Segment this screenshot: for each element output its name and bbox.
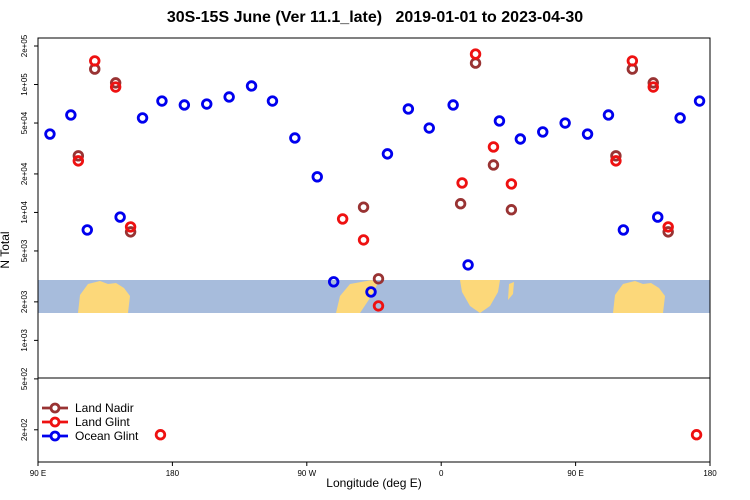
- point: [454, 198, 467, 210]
- point: [44, 128, 56, 140]
- y-tick-label: 5e+04: [20, 111, 29, 134]
- point: [81, 224, 93, 236]
- point: [514, 133, 527, 145]
- x-tick-label: 180: [166, 469, 180, 478]
- point: [617, 224, 630, 236]
- point: [487, 159, 500, 171]
- africa: [460, 280, 500, 313]
- y-tick-label: 2e+04: [20, 162, 29, 185]
- point: [201, 98, 213, 110]
- point: [245, 80, 258, 92]
- y-tick-label: 1e+04: [20, 201, 29, 224]
- point: [109, 81, 122, 93]
- point: [505, 178, 518, 190]
- point: [311, 171, 323, 183]
- point: [178, 99, 191, 111]
- legend-label: Land Nadir: [75, 401, 134, 415]
- legend-marker: [49, 430, 61, 442]
- x-axis-title: Longitude (deg E): [326, 476, 421, 490]
- point: [602, 109, 615, 121]
- y-tick-label: 2e+03: [20, 290, 29, 313]
- x-tick-label: 0: [439, 469, 444, 478]
- legend-marker: [49, 416, 61, 428]
- point: [537, 126, 549, 138]
- point: [65, 109, 77, 121]
- point: [647, 77, 659, 89]
- legend-label: Ocean Glint: [75, 429, 139, 443]
- y-tick-label: 5e+02: [20, 367, 29, 390]
- point: [662, 221, 674, 233]
- point: [456, 177, 468, 189]
- point: [154, 429, 167, 441]
- y-tick-label: 2e+02: [20, 418, 29, 441]
- y-tick-label: 1e+05: [20, 73, 29, 96]
- point: [124, 221, 137, 233]
- point: [662, 226, 674, 238]
- legend-label: Land Glint: [75, 415, 130, 429]
- point: [423, 122, 435, 134]
- point: [581, 128, 594, 140]
- point: [505, 204, 518, 216]
- x-tick-label: 90 E: [567, 469, 583, 478]
- point: [469, 48, 482, 60]
- point: [365, 286, 377, 298]
- y-tick-label: 5e+03: [20, 239, 29, 262]
- point: [89, 55, 101, 67]
- point: [372, 273, 385, 285]
- point: [652, 211, 664, 223]
- x-tick-label: 90 E: [30, 469, 46, 478]
- y-axis-title: N Total: [0, 231, 12, 268]
- point: [493, 115, 506, 127]
- point: [266, 95, 279, 107]
- point: [357, 201, 370, 213]
- point: [156, 95, 168, 107]
- point: [72, 150, 85, 162]
- point: [674, 112, 686, 124]
- point: [402, 103, 415, 115]
- point: [693, 95, 706, 107]
- point: [136, 112, 149, 124]
- point: [610, 150, 622, 162]
- point: [357, 234, 370, 246]
- point: [469, 57, 482, 69]
- point: [124, 226, 137, 238]
- point: [447, 99, 459, 111]
- plot-frame: [37, 37, 711, 463]
- point: [647, 81, 659, 93]
- point: [559, 117, 571, 129]
- chart-title: 30S-15S June (Ver 11.1_late) 2019-01-01 …: [167, 9, 583, 26]
- point: [109, 77, 122, 89]
- point: [487, 141, 500, 153]
- point: [327, 276, 340, 288]
- y-tick-label: 2e+05: [20, 34, 29, 57]
- point: [626, 55, 639, 67]
- x-tick-label: 180: [703, 469, 717, 478]
- legend-marker: [49, 402, 61, 414]
- point: [381, 148, 394, 160]
- point: [336, 213, 349, 225]
- point: [289, 132, 301, 144]
- madagascar: [508, 282, 514, 300]
- point: [72, 155, 85, 167]
- point: [690, 429, 703, 441]
- point: [114, 211, 126, 223]
- point: [223, 91, 235, 103]
- x-tick-label: 90 W: [297, 469, 316, 478]
- point: [610, 155, 622, 167]
- y-tick-label: 1e+03: [20, 329, 29, 352]
- point: [462, 259, 474, 271]
- australia: [78, 281, 130, 313]
- point: [372, 300, 385, 312]
- australia: [613, 281, 665, 313]
